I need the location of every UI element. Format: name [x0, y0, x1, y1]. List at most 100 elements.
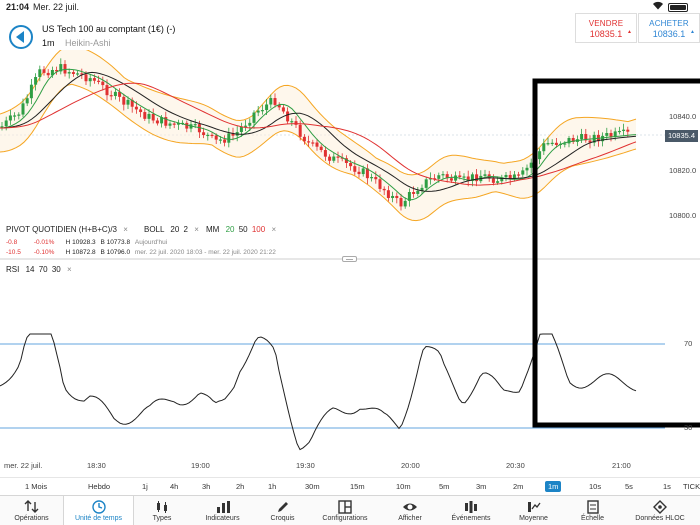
candle-body: [109, 95, 113, 97]
candle-body: [223, 139, 227, 143]
candle-body: [260, 110, 264, 112]
buy-price: 10836.1: [652, 29, 686, 39]
events-icon: [440, 499, 502, 515]
sell-button[interactable]: VENDRE 10835.1 ▲: [575, 13, 637, 43]
candles-icon: [134, 499, 190, 515]
close-icon[interactable]: ×: [123, 225, 128, 234]
toolbar-candles-button[interactable]: Types: [134, 496, 190, 525]
layout-icon: [310, 499, 380, 515]
buy-button[interactable]: ACHETER 10836.1 ▲: [638, 13, 700, 43]
toolbar-events-button[interactable]: Événements: [440, 496, 502, 525]
candle-body: [88, 78, 92, 82]
timeframe-hebdo[interactable]: Hebdo: [88, 482, 111, 491]
instrument-title[interactable]: US Tech 100 au comptant (1€) (-): [42, 24, 176, 34]
bollinger-lower: [0, 83, 637, 222]
timeframe-10s[interactable]: 10s: [589, 482, 602, 491]
toolbar-layout-button[interactable]: Configurations: [310, 496, 380, 525]
candle-body: [567, 137, 571, 144]
timeframe-4h[interactable]: 4h: [170, 482, 179, 491]
status-time: 21:04: [6, 2, 30, 12]
timeframe-3m[interactable]: 3m: [476, 482, 487, 491]
candle-body: [382, 188, 386, 191]
timeframe-2m[interactable]: 2m: [513, 482, 524, 491]
timeframe-1h[interactable]: 1h: [268, 482, 277, 491]
candle-body: [512, 174, 516, 180]
rsi-legend[interactable]: RSI 14 70 30 ×: [6, 265, 72, 274]
pivot-legend[interactable]: PIVOT QUOTIDIEN (H+B+C)/3 ×: [6, 225, 128, 234]
candle-body: [605, 133, 609, 136]
candle-body: [97, 80, 101, 82]
timeframe-5m[interactable]: 5m: [439, 482, 450, 491]
toolbar-average-button[interactable]: Moyenne: [502, 496, 565, 525]
candle-body: [328, 156, 332, 161]
data-icon: [620, 499, 700, 515]
candle-body: [550, 142, 554, 145]
candle-body: [416, 190, 420, 194]
timeframe-1m[interactable]: 1m: [545, 481, 562, 492]
panel-resize-handle[interactable]: [342, 256, 357, 262]
time-tick: 18:30: [87, 461, 106, 470]
toolbar-data-button[interactable]: Données HLOC: [620, 496, 700, 525]
scale-icon: [565, 499, 620, 515]
candle-body: [80, 73, 84, 75]
timeframe-2h[interactable]: 2h: [236, 482, 245, 491]
candle-body: [155, 120, 159, 124]
candle-body: [319, 146, 323, 151]
candle-body: [491, 178, 495, 183]
chart-canvas[interactable]: [0, 50, 700, 460]
candle-body: [529, 162, 533, 168]
candle-body: [496, 181, 500, 183]
average-icon: [502, 499, 565, 515]
timeframe-bar: 1 Mois Hebdo 1j 4h 3h 2h 1h 30m 15m 10m 5m 3m 2m 1m 10…: [0, 477, 700, 495]
candle-body: [185, 122, 189, 129]
toolbar-transfer-button[interactable]: Opérations: [0, 496, 63, 525]
close-icon[interactable]: ×: [194, 225, 199, 234]
back-button[interactable]: [9, 25, 33, 49]
down-triangle-icon: ▲: [627, 29, 632, 35]
toolbar-label: Types: [152, 515, 172, 522]
candle-body: [323, 150, 327, 157]
toolbar-pencil-button[interactable]: Croquis: [255, 496, 310, 525]
candle-body: [84, 74, 88, 82]
candle-body: [67, 72, 71, 74]
rsi-curve: [0, 333, 637, 451]
toolbar-eye-button[interactable]: Afficher: [380, 496, 440, 525]
timeframe-5s[interactable]: 5s: [625, 482, 633, 491]
candle-body: [256, 110, 260, 113]
close-icon[interactable]: ×: [67, 265, 72, 274]
timeframe-3h[interactable]: 3h: [202, 482, 211, 491]
toolbar-indicators-button[interactable]: Indicateurs: [190, 496, 255, 525]
timeframe-15m[interactable]: 15m: [350, 482, 365, 491]
timeframe-1j[interactable]: 1j: [142, 482, 148, 491]
timeframe-10m[interactable]: 10m: [396, 482, 411, 491]
timeframe-1-mois[interactable]: 1 Mois: [25, 482, 48, 491]
candle-body: [462, 176, 466, 178]
candle-body: [298, 124, 302, 137]
candle-body: [517, 174, 521, 176]
highlight-rectangle[interactable]: [532, 78, 700, 428]
candle-body: [38, 69, 42, 78]
candle-body: [218, 139, 222, 141]
eye-icon: [380, 499, 440, 515]
up-triangle-icon: ▲: [690, 29, 695, 35]
candle-body: [370, 177, 374, 179]
toolbar-scale-button[interactable]: Échelle: [565, 496, 620, 525]
toolbar-clock-button[interactable]: Unité de temps: [63, 496, 134, 525]
timeframe-tick[interactable]: TICK: [683, 482, 700, 491]
close-icon[interactable]: ×: [271, 225, 277, 234]
candle-body: [307, 141, 311, 143]
timeframe-1s[interactable]: 1s: [663, 482, 671, 491]
candle-body: [336, 156, 340, 158]
candle-body: [17, 114, 21, 116]
mm-legend[interactable]: MM 20 50 100 ×: [206, 225, 276, 234]
candle-body: [399, 198, 403, 207]
toolbar-label: Moyenne: [519, 515, 548, 522]
candle-body: [454, 175, 458, 181]
boll-legend[interactable]: BOLL 20 2 ×: [144, 225, 199, 234]
toolbar-label: Événements: [451, 515, 491, 522]
candle-body: [412, 192, 416, 194]
toolbar-label: Indicateurs: [205, 515, 240, 522]
rsi-tick-70: 70: [684, 339, 693, 348]
timeframe-30m[interactable]: 30m: [305, 482, 320, 491]
candle-body: [311, 142, 315, 144]
